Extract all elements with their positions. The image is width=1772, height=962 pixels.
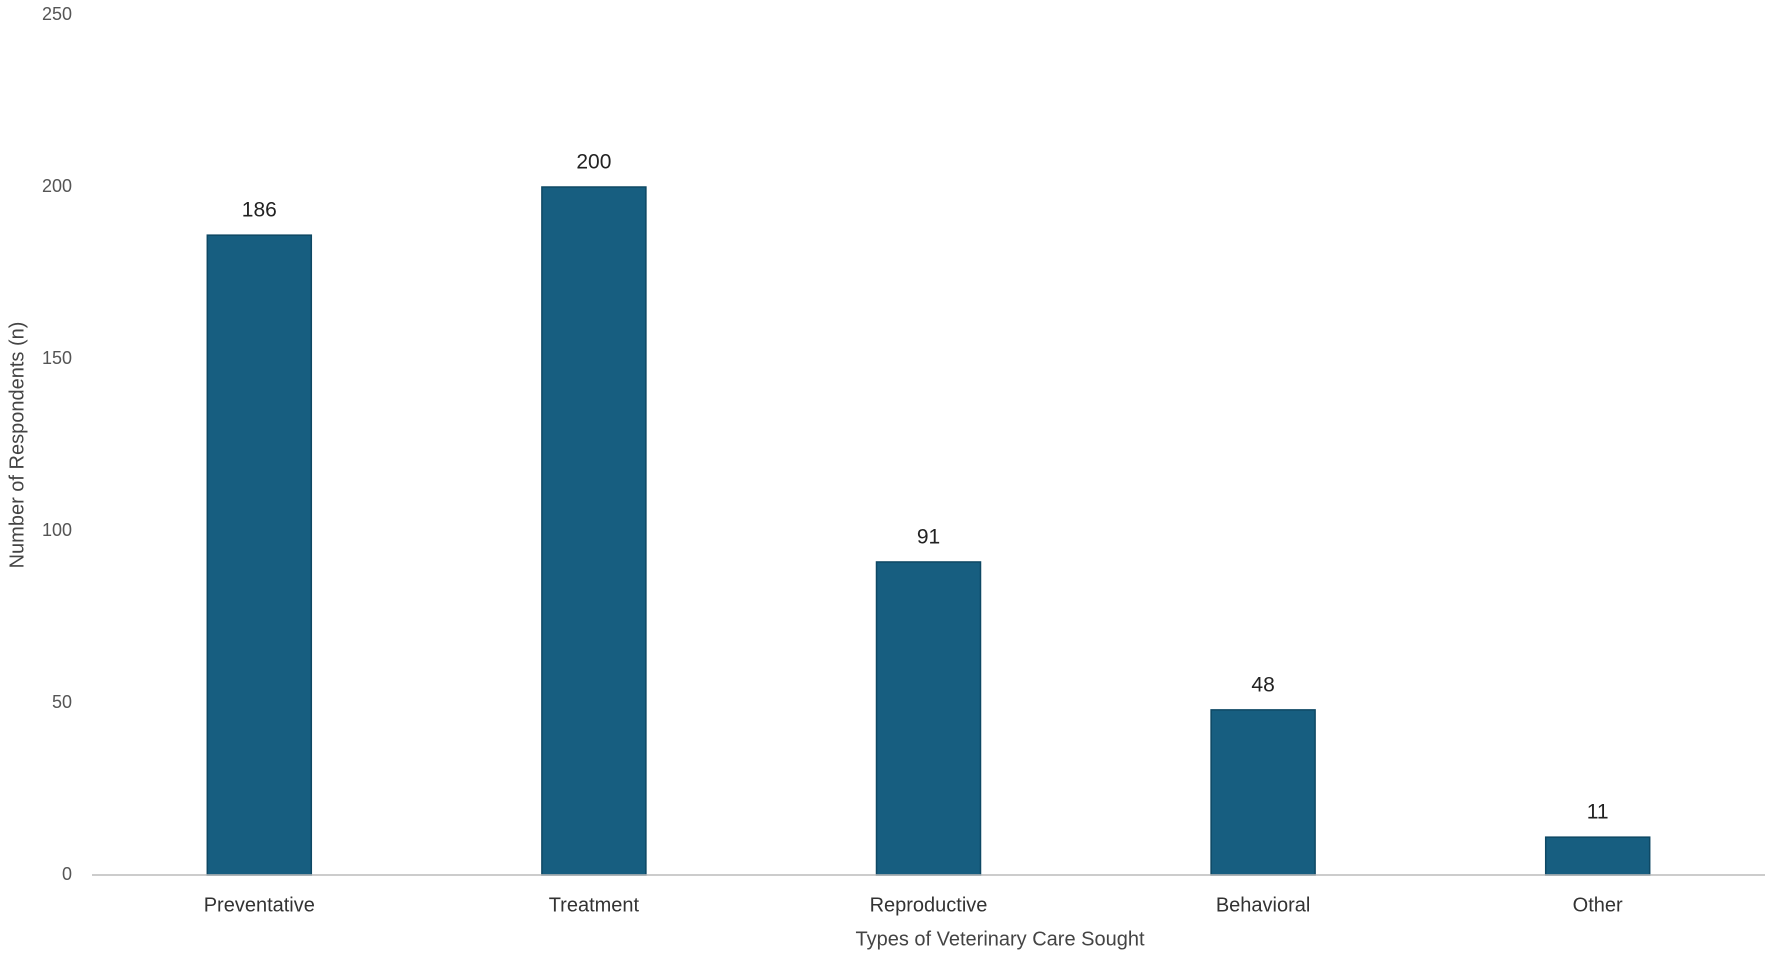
x-tick-label: Other (1573, 894, 1623, 916)
x-tick-label: Behavioral (1216, 894, 1311, 916)
x-tick-label: Preventative (204, 894, 315, 916)
x-tick-label: Treatment (549, 894, 640, 916)
value-label: 11 (1587, 801, 1609, 824)
x-axis-title: Types of Veterinary Care Sought (855, 928, 1144, 950)
value-label: 91 (917, 526, 940, 549)
bar (206, 234, 313, 876)
y-axis-title: Number of Respondents (n) (6, 322, 28, 569)
value-label: 186 (242, 199, 277, 222)
bar (1210, 709, 1316, 876)
y-tick-label: 200 (42, 176, 72, 196)
bar (875, 561, 982, 876)
x-tick-label: Reproductive (870, 894, 988, 916)
y-tick-label: 250 (42, 4, 72, 24)
y-tick-label: 0 (62, 864, 72, 884)
y-tick-label: 50 (52, 692, 72, 712)
value-label: 48 (1251, 673, 1274, 696)
y-tick-label: 150 (42, 348, 72, 368)
bar (541, 186, 647, 876)
bar (1544, 836, 1651, 876)
y-tick-label: 100 (42, 520, 72, 540)
value-label: 200 (576, 151, 611, 174)
